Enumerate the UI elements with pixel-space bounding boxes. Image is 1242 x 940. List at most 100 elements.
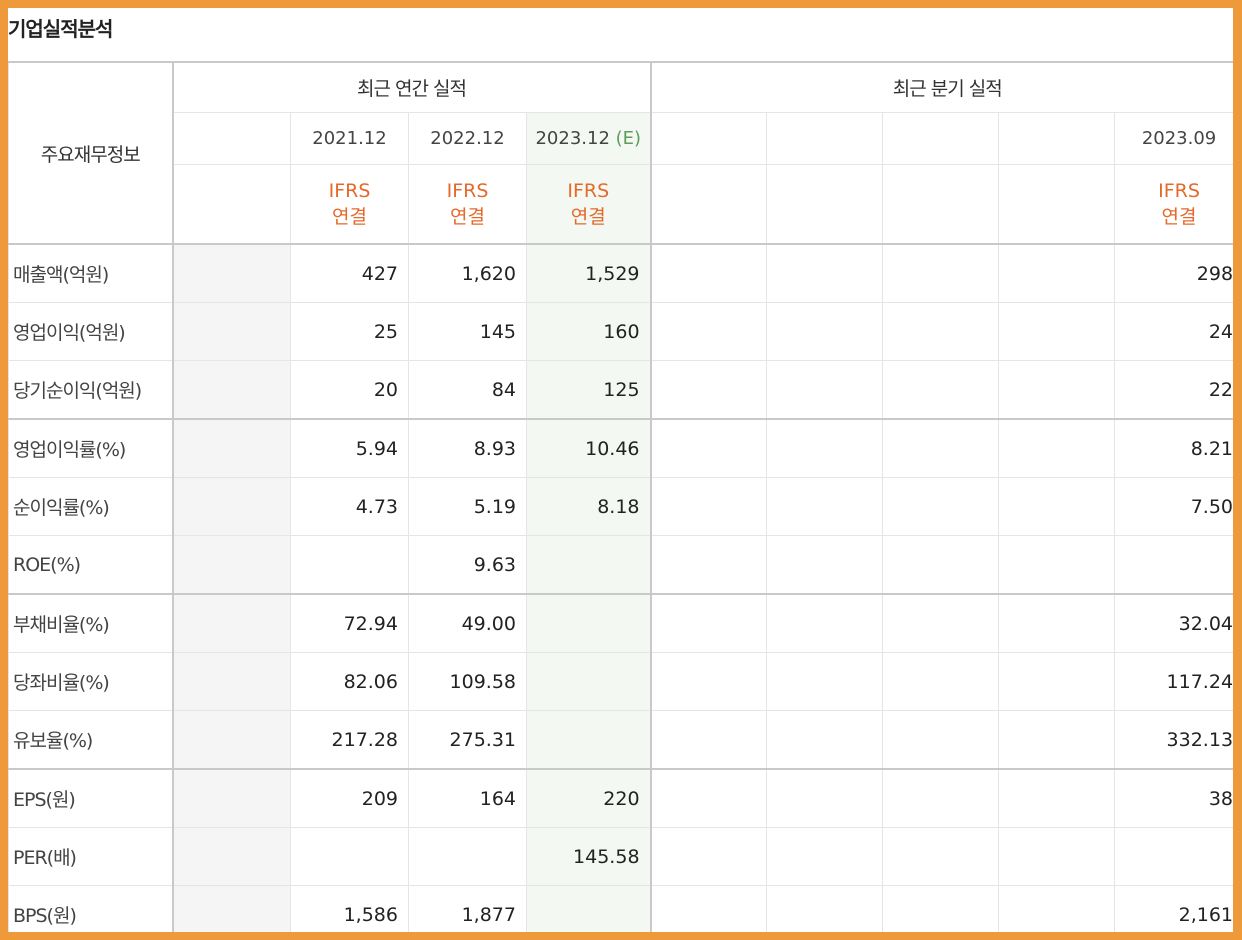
ifrs-label: IFRS	[567, 180, 610, 202]
annual-value-cell: 25	[290, 302, 409, 361]
annual-value-cell: 427	[290, 243, 409, 303]
quarter-value-cell	[766, 360, 884, 420]
quarter-value-cell	[998, 827, 1116, 886]
quarter-value-cell	[650, 593, 768, 653]
quarter-value-cell: 332.13	[1114, 710, 1233, 770]
annual-value-cell: 209	[290, 768, 409, 828]
quarter-value-cell: 298	[1114, 243, 1233, 303]
annual-value-cell: 125	[525, 360, 652, 420]
table-row: 영업이익률(%) 5.94 8.93 10.46 8.21	[8, 418, 1233, 478]
annual-value-cell	[172, 652, 291, 711]
quarter-value-cell	[998, 360, 1116, 420]
quarter-value-cell: 32.04	[1114, 593, 1233, 653]
quarter-value-cell	[766, 593, 884, 653]
quarter-value-cell	[650, 652, 768, 711]
annual-period-header: 2021.12	[290, 112, 409, 165]
row-label: 매출액(억원)	[8, 243, 174, 303]
ifrs-label: IFRS	[446, 180, 489, 202]
financial-table: 주요재무정보 최근 연간 실적 최근 분기 실적 2021.12 2022.12 2…	[8, 61, 1233, 932]
quarter-value-cell	[766, 710, 884, 770]
annual-value-cell: 1,877	[408, 885, 527, 932]
annual-value-cell: 275.31	[408, 710, 527, 770]
quarter-value-cell	[882, 418, 1000, 478]
annual-value-cell	[172, 710, 291, 770]
quarter-value-cell	[650, 535, 768, 595]
period-label: 2021.12	[312, 128, 387, 149]
row-label: 부채비율(%)	[8, 593, 174, 653]
annual-value-cell: 8.18	[525, 477, 652, 536]
consolidated-label: 연결	[450, 206, 485, 228]
quarter-ifrs-empty	[766, 164, 884, 245]
row-label: PER(배)	[8, 827, 174, 886]
consolidated-label: 연결	[332, 206, 367, 228]
quarter-value-cell	[650, 302, 768, 361]
quarter-period-header	[998, 112, 1116, 165]
annual-value-cell: 220	[525, 768, 652, 828]
table-row: 당좌비율(%) 82.06 109.58 117.24	[8, 652, 1233, 711]
quarter-value-cell	[998, 302, 1116, 361]
annual-value-cell	[525, 710, 652, 770]
annual-value-cell: 10.46	[525, 418, 652, 478]
quarter-value-cell	[998, 418, 1116, 478]
annual-value-cell	[290, 827, 409, 886]
section-title: 기업실적분석	[8, 17, 113, 41]
quarter-value-cell	[766, 535, 884, 595]
estimate-mark: (E)	[615, 128, 642, 149]
quarter-value-cell	[998, 885, 1116, 932]
table-row: ROE(%) 9.63	[8, 535, 1233, 595]
annual-period-header: 2023.12 (E)	[525, 112, 652, 165]
financial-analysis-panel: 기업실적분석 주요재무정보 최근 연간 실적 최근 분기 실적 2021.12 2…	[8, 8, 1233, 932]
quarter-value-cell	[766, 768, 884, 828]
annual-value-cell: 49.00	[408, 593, 527, 653]
consolidated-label: 연결	[570, 206, 606, 228]
quarter-value-cell	[766, 827, 884, 886]
annual-group-header: 최근 연간 실적	[171, 61, 652, 113]
annual-value-cell: 84	[408, 360, 527, 420]
quarter-ifrs-empty	[882, 164, 1000, 245]
quarter-value-cell	[766, 652, 884, 711]
annual-value-cell: 82.06	[290, 652, 409, 711]
label-column-header: 주요재무정보	[8, 61, 174, 245]
quarter-ifrs-empty	[998, 164, 1116, 245]
annual-value-cell	[172, 243, 291, 303]
quarter-period-header	[882, 112, 1000, 165]
quarter-value-cell	[650, 710, 768, 770]
annual-value-cell	[525, 652, 652, 711]
table-row: 순이익률(%) 4.73 5.19 8.18 7.50	[8, 477, 1233, 536]
quarter-value-cell: 7.50	[1114, 477, 1233, 536]
annual-value-cell: 9.63	[408, 535, 527, 595]
quarter-value-cell	[766, 885, 884, 932]
quarter-value-cell	[882, 827, 1000, 886]
quarter-value-cell	[882, 535, 1000, 595]
row-label: 영업이익(억원)	[8, 302, 174, 361]
quarter-value-cell: 2,161	[1114, 885, 1233, 932]
table-row: 영업이익(억원) 25 145 160 24	[8, 302, 1233, 361]
period-label: 2022.12	[430, 128, 505, 149]
annual-value-cell: 145	[408, 302, 527, 361]
annual-value-cell	[290, 535, 409, 595]
quarter-value-cell	[882, 885, 1000, 932]
annual-value-cell	[172, 885, 291, 932]
annual-ifrs-header: IFRS 연결	[525, 164, 652, 245]
annual-value-cell: 8.93	[408, 418, 527, 478]
quarter-value-cell: 117.24	[1114, 652, 1233, 711]
quarter-value-cell	[882, 710, 1000, 770]
table-row: 매출액(억원) 427 1,620 1,529 298	[8, 243, 1233, 303]
row-label: ROE(%)	[8, 535, 174, 595]
annual-value-cell	[408, 827, 527, 886]
quarter-period-header	[650, 112, 768, 165]
quarter-value-cell	[998, 243, 1116, 303]
quarter-group-header: 최근 분기 실적	[650, 61, 1233, 113]
ifrs-label: IFRS	[1158, 180, 1200, 202]
annual-value-cell: 1,529	[525, 243, 652, 303]
quarter-value-cell	[650, 418, 768, 478]
quarter-value-cell	[650, 360, 768, 420]
quarter-value-cell	[882, 302, 1000, 361]
row-label: 당기순이익(억원)	[8, 360, 174, 420]
annual-ifrs-header: IFRS 연결	[408, 164, 527, 245]
row-label: 영업이익률(%)	[8, 418, 174, 478]
quarter-value-cell	[766, 477, 884, 536]
quarter-value-cell	[882, 477, 1000, 536]
row-label: 당좌비율(%)	[8, 652, 174, 711]
annual-ifrs-empty	[172, 164, 291, 245]
